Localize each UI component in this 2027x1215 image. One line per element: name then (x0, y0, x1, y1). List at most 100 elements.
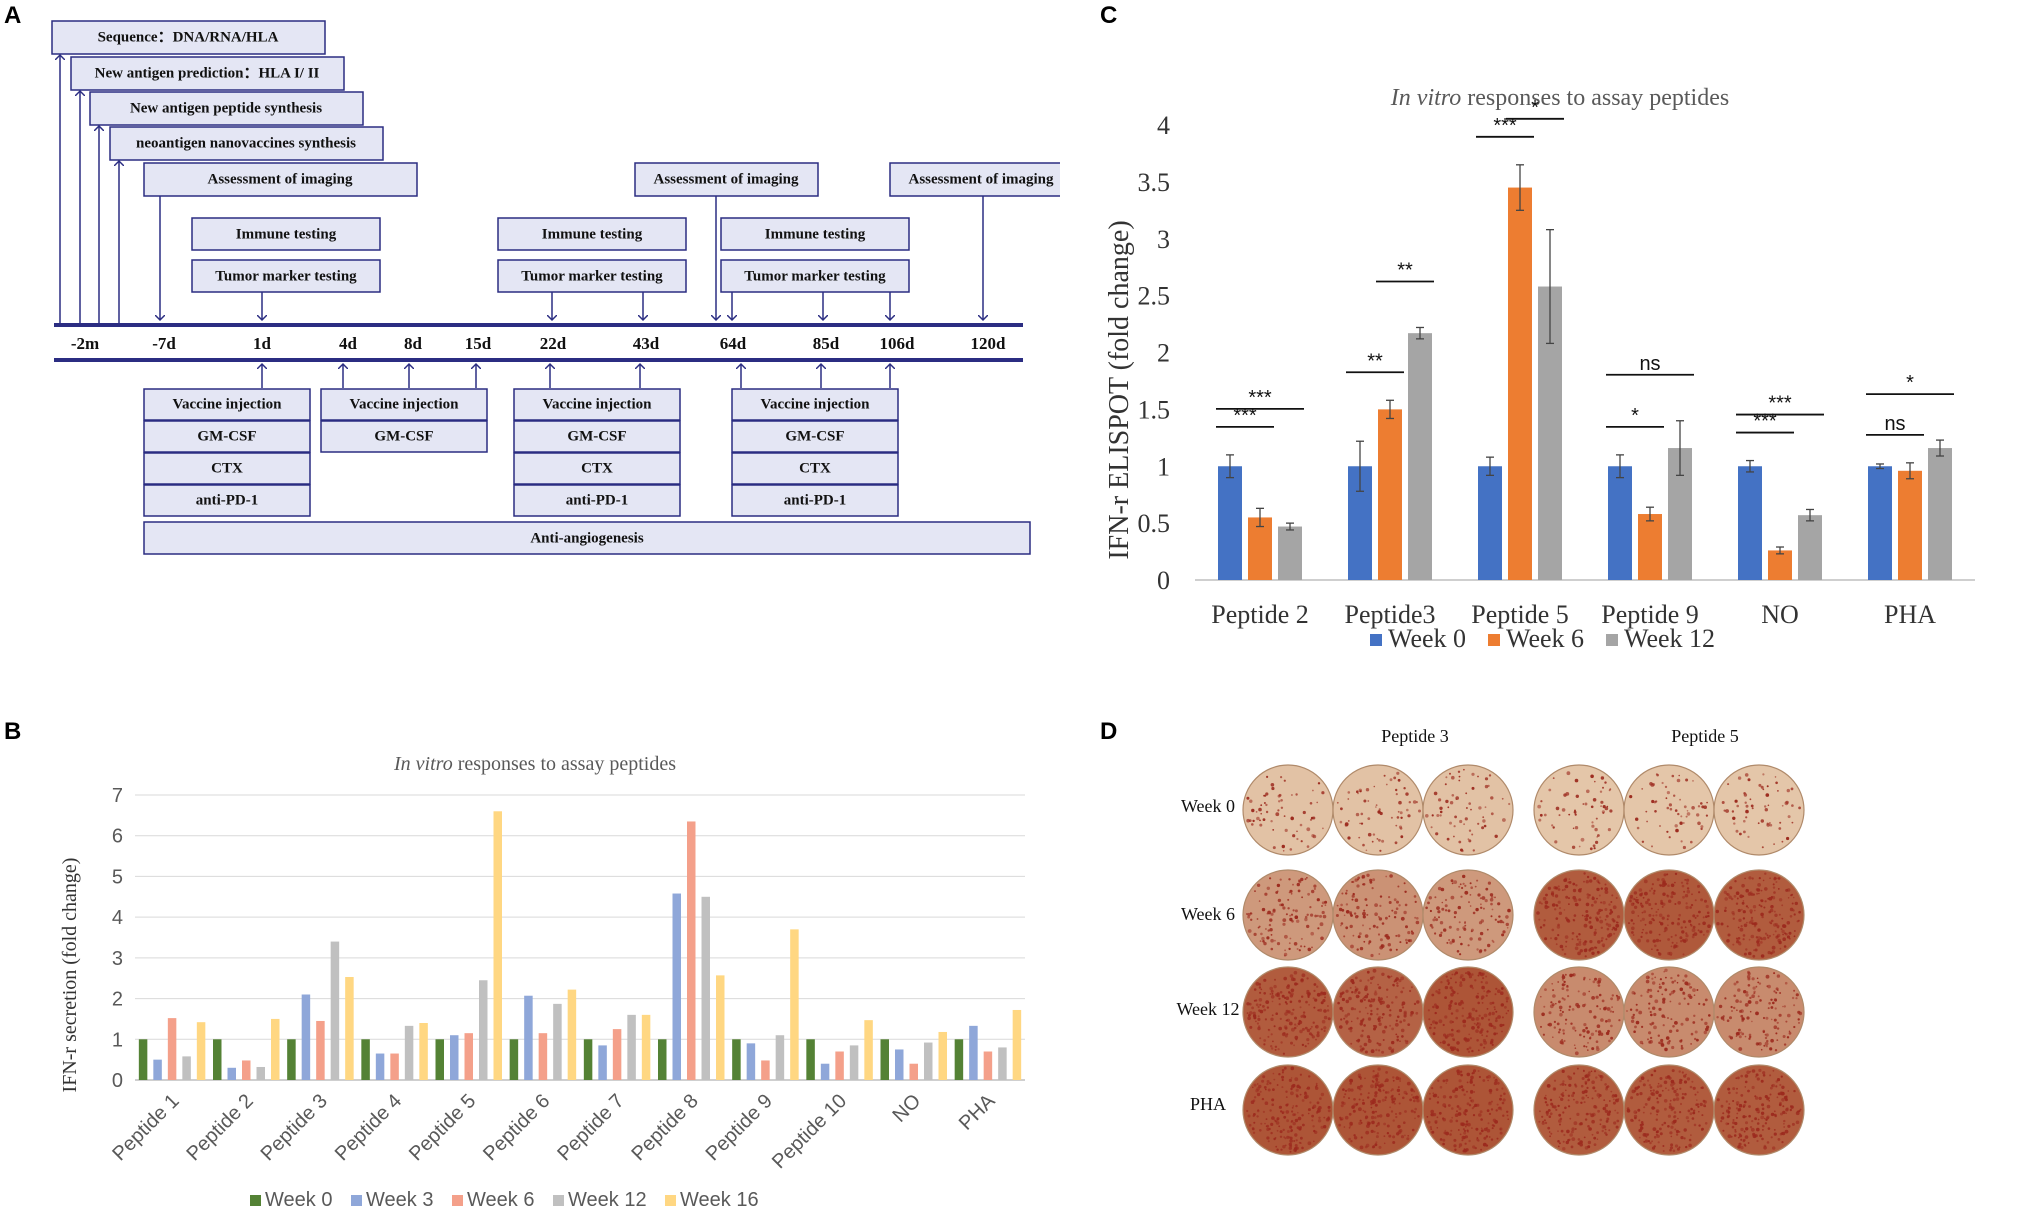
spot (1436, 1101, 1440, 1104)
spot (1270, 1033, 1273, 1036)
spot (1465, 1123, 1468, 1126)
spot (1379, 904, 1382, 907)
spot (1311, 889, 1315, 894)
spot (1378, 953, 1381, 955)
spot (1681, 1071, 1684, 1074)
spot (1547, 886, 1552, 890)
spot (1468, 839, 1472, 843)
spot (1595, 946, 1598, 949)
spot (1636, 901, 1638, 904)
spot (1765, 793, 1770, 797)
spot (1337, 1001, 1340, 1005)
spot (1585, 910, 1589, 913)
spot (1326, 1117, 1331, 1121)
spot (1252, 1131, 1256, 1134)
spot (1735, 1077, 1738, 1080)
spot (1260, 812, 1262, 815)
spot (1294, 982, 1298, 986)
spot (1453, 835, 1455, 838)
spot (1791, 996, 1795, 1000)
spot (1691, 935, 1695, 939)
spot (1669, 993, 1672, 996)
spot (1651, 977, 1654, 980)
spot (1733, 822, 1736, 825)
spot (1692, 1021, 1696, 1024)
spot (1255, 999, 1258, 1002)
spot (1358, 1121, 1362, 1125)
bar-week-3 (895, 1049, 904, 1080)
spot (1316, 914, 1319, 917)
spot (1722, 1112, 1725, 1115)
spot (1589, 916, 1592, 920)
spot (1768, 910, 1772, 914)
spot (1747, 1142, 1750, 1144)
chart-b-ylabel: IFN-r secretion (fold change) (59, 858, 81, 1093)
top-box-sequence: Sequence：DNA/RNA/HLA (51, 20, 326, 55)
spot (1637, 1108, 1641, 1112)
spot (1589, 925, 1593, 929)
spot (1383, 1135, 1386, 1138)
spot (1765, 1033, 1769, 1037)
spot (1247, 915, 1250, 919)
spot (1555, 1002, 1557, 1005)
spot (1371, 1120, 1375, 1125)
spot (1497, 989, 1501, 993)
spot (1367, 999, 1371, 1003)
spot (1350, 944, 1354, 949)
spot (1735, 1091, 1738, 1095)
spot (1686, 887, 1690, 890)
spot (1339, 992, 1343, 996)
spot (1605, 1031, 1610, 1036)
spot (1367, 979, 1370, 982)
spot (1585, 1094, 1588, 1097)
spot (1359, 1093, 1363, 1096)
spot (1783, 1122, 1785, 1125)
spot (1736, 804, 1739, 808)
spot (1757, 1118, 1760, 1121)
spot (1586, 896, 1590, 899)
spot (1270, 912, 1274, 916)
spot (1276, 1118, 1279, 1121)
spot (1466, 1038, 1470, 1042)
spot (1660, 901, 1664, 905)
spot (1760, 1048, 1763, 1051)
spot (1538, 818, 1542, 822)
spot (1449, 941, 1453, 945)
spot (1376, 1007, 1379, 1011)
spot (1670, 895, 1674, 899)
top-box-text: neoantigen nanovaccines synthesis (136, 135, 356, 151)
spot (1434, 1003, 1437, 1007)
spot (1381, 922, 1385, 925)
spot (1350, 1088, 1354, 1092)
spot (1738, 1142, 1742, 1146)
y-tick-label: 3 (1157, 225, 1170, 254)
spot (1614, 1094, 1618, 1098)
spot (1656, 948, 1659, 952)
spot (1544, 988, 1547, 991)
y-tick-label: 1 (112, 1029, 123, 1051)
spot (1294, 1133, 1298, 1137)
spot (1734, 880, 1737, 883)
spot (1673, 944, 1677, 948)
spot (1561, 1010, 1564, 1014)
spot (1739, 832, 1742, 836)
spot (1298, 1019, 1301, 1023)
spot (1304, 878, 1307, 881)
spot (1472, 1069, 1477, 1073)
bar-week-0 (583, 1039, 593, 1080)
spot (1784, 981, 1788, 985)
spot (1320, 1125, 1324, 1129)
spot (1446, 837, 1450, 841)
well-background (1332, 869, 1424, 961)
spot (1559, 1083, 1562, 1086)
spot (1382, 1039, 1385, 1041)
spot (1737, 926, 1740, 929)
spot (1501, 1030, 1503, 1033)
spot (1481, 1002, 1484, 1004)
spot (1591, 821, 1594, 824)
spot (1724, 897, 1728, 901)
spot (1791, 893, 1794, 896)
spot (1647, 898, 1650, 902)
chart-b-title-italic: In vitro (393, 753, 453, 775)
spot (1246, 818, 1250, 823)
